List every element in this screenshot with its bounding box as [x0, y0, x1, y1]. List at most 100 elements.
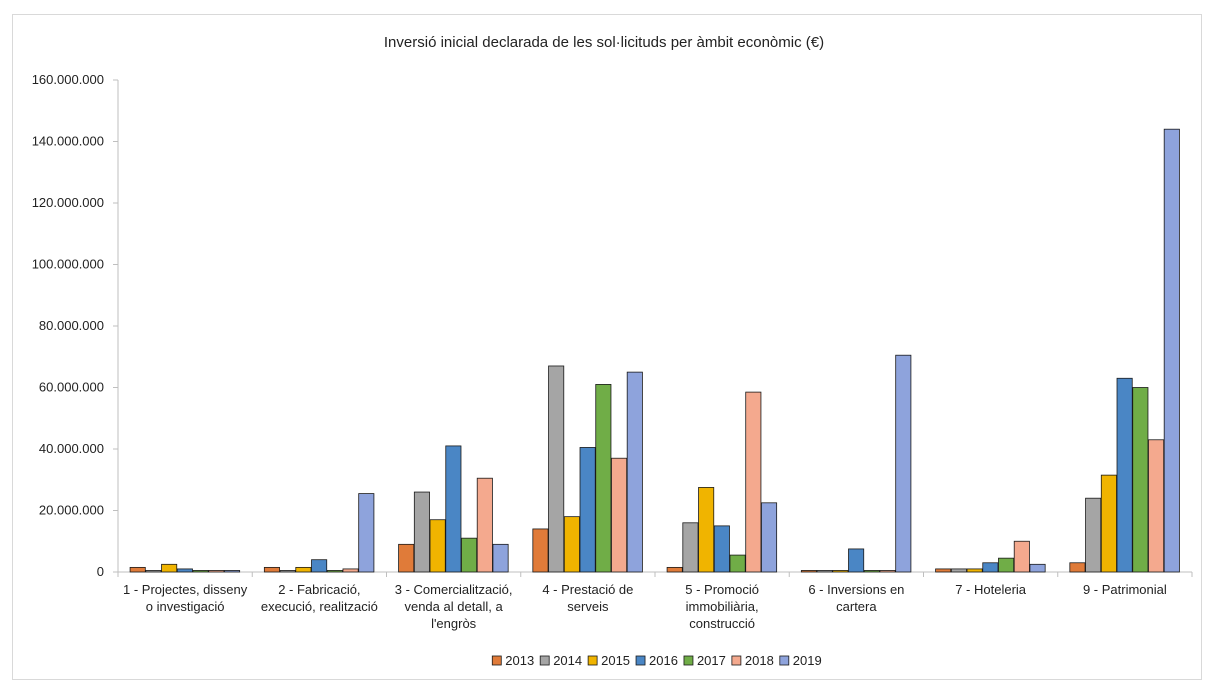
bar-2017-cat-1: [192, 570, 209, 573]
legend-label-2014: 2014: [553, 653, 582, 668]
bar-2019-cat-6: [895, 354, 912, 573]
bar-2013-cat-8: [1069, 562, 1086, 573]
bar-2014-cat-2: [279, 570, 296, 573]
y-tick-label: 60.000.000: [39, 380, 104, 395]
bar-2017-cat-7: [998, 557, 1015, 573]
x-category-label-line: 9 - Patrimonial: [1083, 582, 1167, 597]
bar-2014-cat-6: [816, 570, 833, 573]
y-tick-label: 160.000.000: [32, 72, 104, 87]
x-category-label-line: 4 - Prestació de: [542, 582, 633, 597]
bar-2018-cat-5: [745, 391, 762, 573]
bar-2013-cat-1: [129, 566, 146, 573]
bar-2014-cat-1: [145, 570, 162, 573]
x-category-label-line: o investigació: [146, 599, 225, 614]
x-category-label-line: l'engròs: [431, 616, 477, 631]
x-category-label-line: serveis: [567, 599, 609, 614]
legend-swatch-2015: [587, 655, 598, 666]
bar-2019-cat-2: [358, 493, 375, 573]
legend-label-2015: 2015: [601, 653, 630, 668]
legend-label-2016: 2016: [649, 653, 678, 668]
legend-swatch-2019: [779, 655, 790, 666]
x-category-label: 3 - Comercialització, venda al detall, a l…: [395, 582, 513, 631]
bar-2015-cat-2: [295, 566, 312, 573]
bar-2013-cat-5: [666, 566, 683, 573]
bar-2017-cat-5: [729, 554, 746, 573]
y-tick-label: 120.000.000: [32, 195, 104, 210]
x-category-label-line: execució, realització: [261, 599, 378, 614]
x-category-label-line: construcció: [689, 616, 755, 631]
y-tick-label: 20.000.000: [39, 503, 104, 518]
bar-2017-cat-8: [1132, 387, 1149, 573]
bar-2015-cat-8: [1100, 474, 1117, 573]
bar-2014-cat-8: [1085, 497, 1102, 573]
bar-2015-cat-4: [563, 516, 580, 573]
x-category-label: 5 - Promoció immobiliària, construcció: [685, 582, 759, 631]
bar-2014-cat-3: [413, 491, 430, 573]
bar-2015-cat-5: [698, 487, 715, 573]
x-category-label: 6 - Inversions en cartera: [808, 582, 904, 614]
chart-title: Inversió inicial declarada de les sol·li…: [383, 34, 825, 51]
bar-2013-cat-4: [532, 528, 549, 573]
bar-2013-cat-6: [800, 570, 817, 573]
bar-2018-cat-2: [342, 568, 359, 573]
bar-2016-cat-4: [579, 447, 596, 573]
legend-swatch-2017: [683, 655, 694, 666]
bar-2019-cat-5: [761, 502, 778, 573]
x-category-label-line: 2 - Fabricació,: [278, 582, 360, 597]
bar-2019-cat-1: [224, 570, 241, 573]
bar-2015-cat-7: [966, 568, 983, 573]
bar-2013-cat-7: [935, 568, 952, 573]
bar-2013-cat-2: [263, 566, 280, 573]
bar-2016-cat-7: [982, 562, 999, 573]
bar-2018-cat-1: [208, 570, 225, 573]
x-category-label-line: 5 - Promoció: [685, 582, 759, 597]
x-category-label: 1 - Projectes, disseny o investigació: [123, 582, 248, 614]
bar-2015-cat-6: [832, 570, 849, 573]
bar-2019-cat-8: [1163, 128, 1180, 573]
x-category-label-line: 3 - Comercialització,: [395, 582, 513, 597]
y-tick-label: 140.000.000: [32, 134, 104, 149]
y-tick-label: 0: [97, 564, 104, 579]
bar-2013-cat-3: [398, 543, 415, 573]
legend-swatch-2013: [491, 655, 502, 666]
bar-2019-cat-3: [492, 543, 509, 573]
x-category-label-line: 1 - Projectes, disseny: [123, 582, 248, 597]
x-category-label: 9 - Patrimonial: [1083, 582, 1167, 597]
bar-2017-cat-6: [863, 570, 880, 573]
x-category-label-line: immobiliària,: [686, 599, 759, 614]
legend-label-2013: 2013: [505, 653, 534, 668]
legend-swatch-2018: [731, 655, 742, 666]
bar-2016-cat-8: [1116, 377, 1133, 573]
bar-2016-cat-6: [848, 548, 865, 573]
y-tick-label: 100.000.000: [32, 257, 104, 272]
legend-label-2018: 2018: [745, 653, 774, 668]
x-category-label-line: 7 - Hoteleria: [955, 582, 1027, 597]
bar-2019-cat-4: [626, 371, 643, 573]
bar-2018-cat-4: [611, 457, 628, 573]
bar-2016-cat-1: [176, 568, 193, 573]
bar-2018-cat-6: [879, 570, 896, 573]
bar-2016-cat-5: [713, 525, 730, 573]
bar-2014-cat-7: [950, 568, 967, 573]
x-category-label: 7 - Hoteleria: [955, 582, 1027, 597]
bar-2014-cat-4: [548, 365, 565, 573]
bar-2019-cat-7: [1029, 563, 1046, 573]
bar-2017-cat-2: [326, 570, 343, 573]
x-category-label-line: 6 - Inversions en: [808, 582, 904, 597]
bar-2015-cat-1: [161, 563, 178, 573]
legend-label-2019: 2019: [793, 653, 822, 668]
x-category-label: 4 - Prestació de serveis: [542, 582, 633, 614]
legend-label-2017: 2017: [697, 653, 726, 668]
bar-2016-cat-3: [445, 445, 462, 573]
x-category-label-line: venda al detall, a: [404, 599, 503, 614]
bar-2016-cat-2: [311, 559, 328, 573]
bar-2018-cat-7: [1013, 540, 1030, 573]
bar-2017-cat-4: [595, 384, 612, 573]
bar-2015-cat-3: [429, 519, 446, 573]
legend-swatch-2016: [635, 655, 646, 666]
bar-2014-cat-5: [682, 522, 699, 573]
y-tick-label: 80.000.000: [39, 318, 104, 333]
x-category-label: 2 - Fabricació, execució, realització: [261, 582, 378, 614]
